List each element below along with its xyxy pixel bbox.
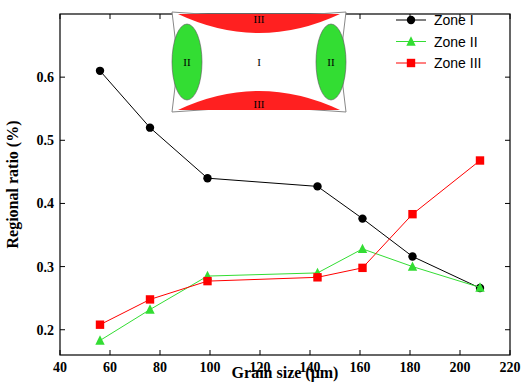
- x-tick: [260, 350, 261, 355]
- x-tick-top: [510, 14, 511, 19]
- x-tick: [310, 350, 311, 355]
- y-tick-right: [505, 140, 510, 141]
- zone-iii-bottom: [178, 91, 340, 110]
- inset-diagram: IIIIIIIIIII: [172, 12, 346, 112]
- point: [203, 277, 211, 285]
- x-tick-label: 100: [200, 360, 221, 375]
- inset-label: II: [327, 56, 335, 68]
- x-tick-top: [160, 14, 161, 19]
- x-tick-label: 180: [400, 360, 421, 375]
- inset-label: III: [254, 98, 265, 110]
- series-line: [100, 161, 480, 325]
- y-tick-label: 0.6: [37, 70, 55, 85]
- point: [96, 67, 104, 75]
- y-tick-label: 0.4: [37, 196, 55, 211]
- inset-label: II: [183, 56, 191, 68]
- x-tick: [60, 350, 61, 355]
- y-tick: [60, 77, 65, 78]
- x-tick-label: 40: [53, 360, 67, 375]
- x-tick: [510, 350, 511, 355]
- zone-ii-right: [316, 24, 346, 100]
- x-tick-top: [60, 14, 61, 19]
- y-tick-label: 0.3: [37, 260, 55, 275]
- inset-outline: [172, 12, 346, 112]
- legend-label: Zone I: [434, 12, 474, 28]
- point: [95, 335, 104, 344]
- x-tick: [460, 350, 461, 355]
- x-tick: [410, 350, 411, 355]
- inset-label: I: [257, 56, 261, 68]
- y-tick-label: 0.5: [37, 133, 55, 148]
- x-tick-top: [110, 14, 111, 19]
- x-axis-label: Grain size (μm): [232, 364, 339, 382]
- point: [408, 210, 416, 218]
- x-tick-top: [360, 14, 361, 19]
- chart: 4060801001201401601802002200.20.30.40.50…: [0, 0, 531, 386]
- zone-iii-top: [178, 14, 340, 33]
- x-tick: [110, 350, 111, 355]
- y-tick-right: [505, 203, 510, 204]
- x-tick-label: 160: [350, 360, 371, 375]
- point: [408, 261, 417, 270]
- series-line: [100, 249, 480, 341]
- legend: Zone I Zone II Zone III: [396, 12, 481, 71]
- inset-label: III: [254, 13, 265, 25]
- y-tick: [60, 329, 65, 330]
- y-tick: [60, 266, 65, 267]
- x-tick: [160, 350, 161, 355]
- y-tick: [60, 140, 65, 141]
- legend-marker: [407, 16, 415, 24]
- point: [96, 320, 104, 328]
- point: [476, 156, 484, 164]
- y-axis-label: Regional ratio (%): [4, 121, 22, 249]
- x-tick: [360, 350, 361, 355]
- point: [358, 214, 366, 222]
- y-tick: [60, 203, 65, 204]
- zone-ii-left: [172, 24, 202, 100]
- x-tick-label: 60: [103, 360, 117, 375]
- legend-marker: [406, 36, 415, 45]
- point: [145, 304, 154, 313]
- legend-marker: [407, 59, 415, 67]
- point: [408, 252, 416, 260]
- x-tick-label: 80: [153, 360, 167, 375]
- y-tick-right: [505, 266, 510, 267]
- y-tick-right: [505, 329, 510, 330]
- plot-area: [95, 67, 484, 345]
- point: [313, 273, 321, 281]
- legend-label: Zone III: [434, 55, 481, 71]
- point: [358, 264, 366, 272]
- y-tick-right: [505, 77, 510, 78]
- point: [146, 123, 154, 131]
- point: [313, 182, 321, 190]
- point: [475, 282, 484, 291]
- point: [146, 295, 154, 303]
- legend-label: Zone II: [434, 34, 478, 50]
- point: [358, 244, 367, 253]
- point: [203, 174, 211, 182]
- x-tick: [210, 350, 211, 355]
- y-tick-label: 0.2: [37, 323, 55, 338]
- x-tick-label: 200: [450, 360, 471, 375]
- series-line: [100, 71, 480, 288]
- x-tick-label: 220: [500, 360, 521, 375]
